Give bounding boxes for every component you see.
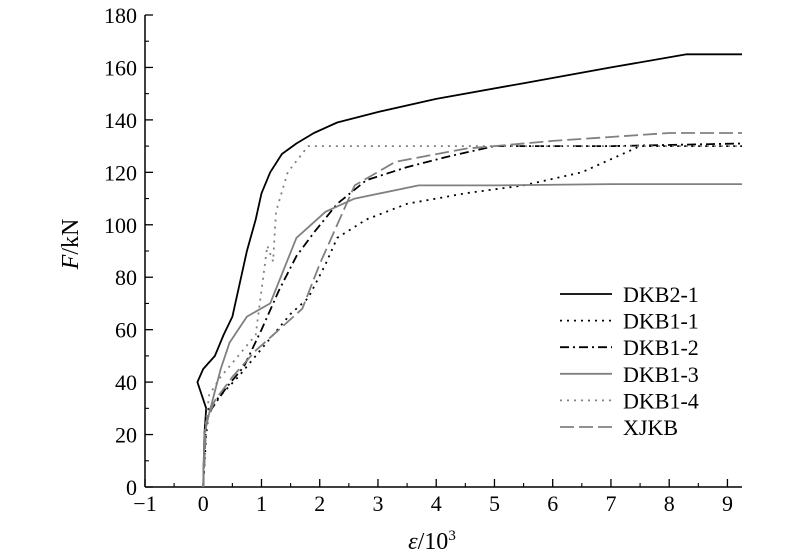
series-line-xjkb: [202, 132, 742, 488]
y-tick-label: 100: [104, 213, 137, 238]
y-tick-label: 160: [104, 55, 137, 80]
y-tick-label: 120: [104, 160, 137, 185]
legend-label: DKB1-2: [623, 335, 699, 360]
y-ticks: 0 20 40 60 80 100 120 140 160 180: [104, 3, 153, 500]
y-tick-label: 140: [104, 108, 137, 133]
x-axis-unit: /10: [418, 529, 449, 555]
legend-label: DKB1-1: [623, 309, 699, 334]
series-line-dkb1-3: [202, 183, 742, 488]
y-tick-label: 80: [115, 265, 137, 290]
x-tick-label: 9: [722, 491, 733, 516]
x-ticks: −1 0 1 2 3 4 5 6 7 8 9: [133, 479, 733, 516]
x-tick-label: 0: [198, 491, 209, 516]
x-tick-label: 4: [431, 491, 442, 516]
x-tick-label: 7: [605, 491, 616, 516]
legend-label: DKB1-3: [623, 362, 699, 387]
y-tick-label: 20: [115, 423, 137, 448]
x-tick-label: −1: [133, 491, 156, 516]
x-tick-label: 3: [372, 491, 383, 516]
y-tick-label: 60: [115, 318, 137, 343]
y-axis-title: F/kN: [58, 219, 84, 271]
x-tick-label: 8: [664, 491, 675, 516]
series-line-dkb1-1: [202, 145, 742, 488]
y-tick-label: 0: [126, 475, 137, 500]
y-axis-unit: /kN: [58, 219, 84, 255]
series-line-dkb1-4: [202, 145, 742, 488]
legend-label: XJKB: [623, 415, 678, 440]
x-tick-label: 1: [256, 491, 267, 516]
x-axis-symbol: ε: [408, 529, 418, 555]
x-tick-label: 6: [547, 491, 558, 516]
x-axis-exponent: 3: [448, 528, 456, 544]
y-axis-symbol: F: [58, 254, 84, 270]
x-axis-title: ε/103: [408, 528, 456, 555]
y-tick-label: 40: [115, 370, 137, 395]
series-layer: [196, 53, 743, 488]
x-tick-label: 5: [489, 491, 500, 516]
legend-label: DKB1-4: [623, 388, 699, 413]
x-tick-label: 2: [314, 491, 325, 516]
y-tick-label: 180: [104, 3, 137, 28]
legend-label: DKB2-1: [623, 282, 699, 307]
series-line-dkb1-2: [202, 142, 743, 488]
series-line-dkb2-1: [196, 53, 742, 488]
